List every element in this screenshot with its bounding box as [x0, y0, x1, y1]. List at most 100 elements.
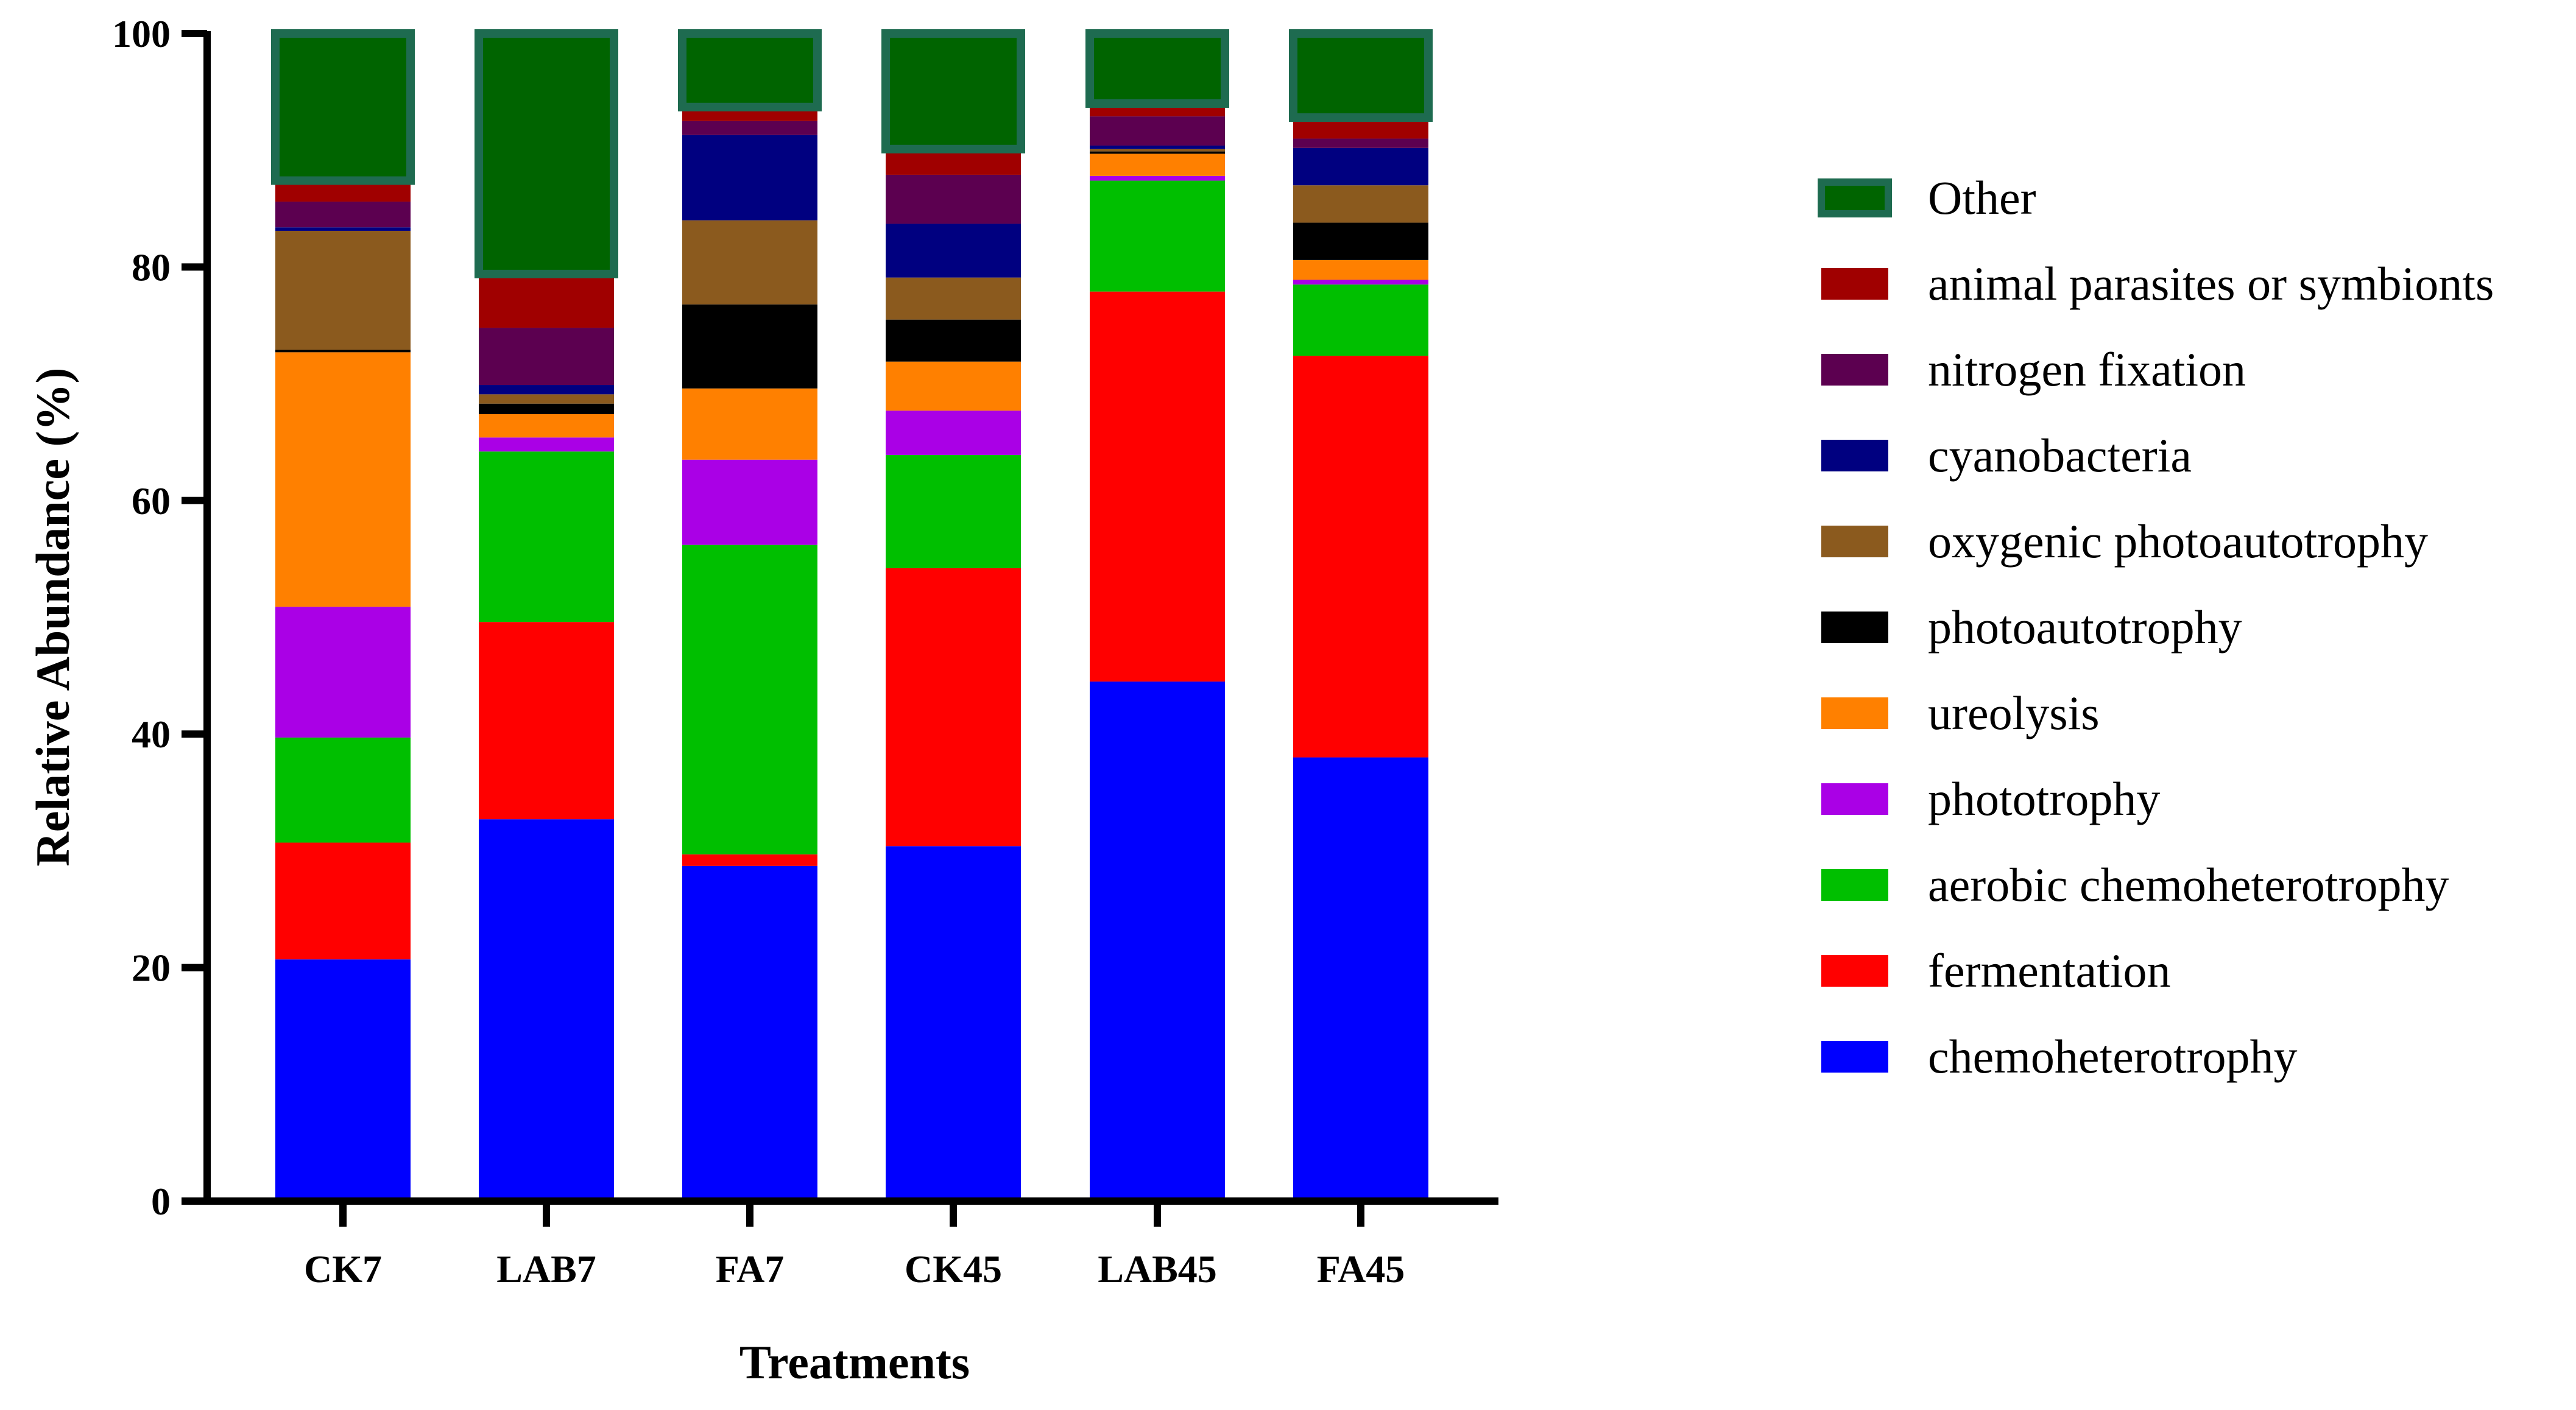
bar-segment-ck45-nitrogen-fixation [886, 174, 1021, 224]
legend-swatch [1821, 783, 1888, 815]
bar-segment-ck7-ureolysis [275, 352, 411, 607]
bar-segment-fa7-cyanobacteria [682, 135, 817, 220]
legend-item-aerobic-chemoheterotrophy: aerobic chemoheterotrophy [1821, 858, 2449, 911]
bar-segment-lab45-other [1085, 29, 1229, 108]
bar-stack-fa7 [678, 29, 822, 1201]
y-tick-label: 60 [132, 479, 171, 523]
bar-segment-fa45-photoautotrophy [1293, 222, 1428, 260]
bar-segment-lab7-aerobic-chemoheterotrophy [479, 451, 614, 622]
legend-label: aerobic chemoheterotrophy [1928, 858, 2449, 911]
bar-stack-lab7 [475, 29, 618, 1201]
bar-segment-fa45-nitrogen-fixation [1293, 138, 1428, 148]
legend-item-animal-parasites-or-symbionts: animal parasites or symbionts [1821, 257, 2494, 310]
legend-item-phototrophy: phototrophy [1821, 772, 2160, 825]
legend-swatch [1818, 178, 1892, 217]
bars-layer [271, 29, 1433, 1201]
x-tick-label-fa45: FA45 [1317, 1247, 1405, 1291]
bar-segment-ck45-phototrophy [886, 411, 1021, 456]
bar-segment-lab7-photoautotrophy [479, 403, 614, 414]
bar-segment-fa45-aerobic-chemoheterotrophy [1293, 284, 1428, 356]
bar-segment-lab45-cyanobacteria [1090, 146, 1225, 149]
bar-segment-ck7-phototrophy [275, 607, 411, 738]
x-tick-label-lab7: LAB7 [496, 1247, 596, 1291]
bar-segment-ck45-other [881, 29, 1025, 153]
labels-layer: 0 20 40 60 80 100 CK7 LAB7 FA7 CK45 LAB45 FA45 Treat… [26, 12, 1405, 1389]
bar-segment-fa7-photoautotrophy [682, 304, 817, 389]
bar-segment-lab45-fermentation [1090, 291, 1225, 682]
bar-segment-lab7-chemoheterotrophy [479, 819, 614, 1201]
bar-segment-fa45-cyanobacteria [1293, 147, 1428, 186]
bar-segment-ck45-chemoheterotrophy [886, 846, 1021, 1201]
bar-segment-lab45-oxygenic-photoautotrophy [1090, 149, 1225, 152]
bar-stack-fa45 [1289, 29, 1433, 1201]
bar-segment-fa7-oxygenic-photoautotrophy [682, 220, 817, 305]
bar-segment-ck45-ureolysis [886, 361, 1021, 411]
legend-item-photoautotrophy: photoautotrophy [1821, 601, 2242, 654]
y-tick-label: 20 [132, 946, 171, 990]
bar-segment-fa7-fermentation [682, 854, 817, 866]
x-tick-label-ck7: CK7 [304, 1247, 382, 1291]
legend-label: photoautotrophy [1928, 601, 2242, 654]
legend-item-oxygenic-photoautotrophy: oxygenic photoautotrophy [1821, 515, 2428, 568]
bar-segment-ck45-aerobic-chemoheterotrophy [886, 455, 1021, 568]
legend-item-ureolysis: ureolysis [1821, 686, 2100, 739]
bar-segment-fa45-chemoheterotrophy [1293, 757, 1428, 1201]
bar-segment-lab7-oxygenic-photoautotrophy [479, 394, 614, 404]
legend: Other animal parasites or symbionts nitrog… [1818, 171, 2494, 1083]
bar-segment-ck45-fermentation [886, 568, 1021, 847]
legend-label: fermentation [1928, 944, 2171, 997]
legend-label: chemoheterotrophy [1928, 1030, 2297, 1083]
bar-segment-lab7-animal-parasites-or-symbionts [479, 273, 614, 328]
y-tick-label: 40 [132, 713, 171, 756]
bar-segment-ck45-photoautotrophy [886, 319, 1021, 362]
x-tick-label-lab45: LAB45 [1098, 1247, 1217, 1291]
bar-segment-ck7-photoautotrophy [275, 350, 411, 353]
bar-segment-ck7-chemoheterotrophy [275, 959, 411, 1201]
bar-segment-ck7-nitrogen-fixation [275, 202, 411, 228]
legend-swatch [1821, 955, 1888, 987]
x-axis-title: Treatments [739, 1336, 970, 1389]
legend-label: phototrophy [1928, 772, 2160, 825]
y-axis-title: Relative Abundance (%) [26, 368, 79, 867]
bar-stack-lab45 [1085, 29, 1229, 1201]
bar-segment-fa7-other [678, 29, 822, 111]
x-tick-label-ck45: CK45 [905, 1247, 1002, 1291]
bar-segment-fa7-ureolysis [682, 388, 817, 460]
bar-segment-fa45-oxygenic-photoautotrophy [1293, 185, 1428, 223]
y-tick-label: 100 [112, 12, 171, 55]
legend-label: nitrogen fixation [1928, 343, 2246, 396]
bar-segment-fa45-phototrophy [1293, 280, 1428, 285]
bar-segment-ck45-animal-parasites-or-symbionts [886, 149, 1021, 175]
bar-segment-ck7-oxygenic-photoautotrophy [275, 230, 411, 350]
bar-segment-fa7-nitrogen-fixation [682, 121, 817, 135]
bar-stack-ck7 [271, 29, 415, 1201]
legend-swatch [1821, 354, 1888, 386]
bar-segment-lab7-ureolysis [479, 414, 614, 438]
bar-segment-lab7-phototrophy [479, 437, 614, 452]
bar-segment-lab45-photoautotrophy [1090, 151, 1225, 154]
y-tick-label: 0 [151, 1180, 171, 1223]
x-tick-label-fa7: FA7 [716, 1247, 785, 1291]
legend-swatch [1821, 268, 1888, 300]
legend-swatch [1821, 1041, 1888, 1073]
bar-segment-fa7-aerobic-chemoheterotrophy [682, 545, 817, 855]
bar-segment-fa45-other [1289, 29, 1433, 122]
legend-label: animal parasites or symbionts [1928, 257, 2494, 310]
bar-segment-ck7-aerobic-chemoheterotrophy [275, 737, 411, 843]
bar-segment-lab45-chemoheterotrophy [1090, 681, 1225, 1201]
bar-segment-lab45-phototrophy [1090, 175, 1225, 181]
bar-segment-ck7-fermentation [275, 842, 411, 960]
bar-segment-fa7-phototrophy [682, 459, 817, 545]
bar-segment-fa45-fermentation [1293, 356, 1428, 758]
legend-item-nitrogen-fixation: nitrogen fixation [1821, 343, 2246, 396]
bar-segment-ck7-cyanobacteria [275, 227, 411, 231]
legend-label: Other [1928, 171, 2036, 224]
legend-item-other: Other [1818, 171, 2036, 224]
bar-segment-lab45-aerobic-chemoheterotrophy [1090, 180, 1225, 292]
legend-swatch [1821, 526, 1888, 557]
bar-segment-lab7-other [475, 29, 618, 278]
legend-item-chemoheterotrophy: chemoheterotrophy [1821, 1030, 2297, 1083]
legend-label: cyanobacteria [1928, 429, 2192, 482]
legend-swatch [1821, 869, 1888, 901]
